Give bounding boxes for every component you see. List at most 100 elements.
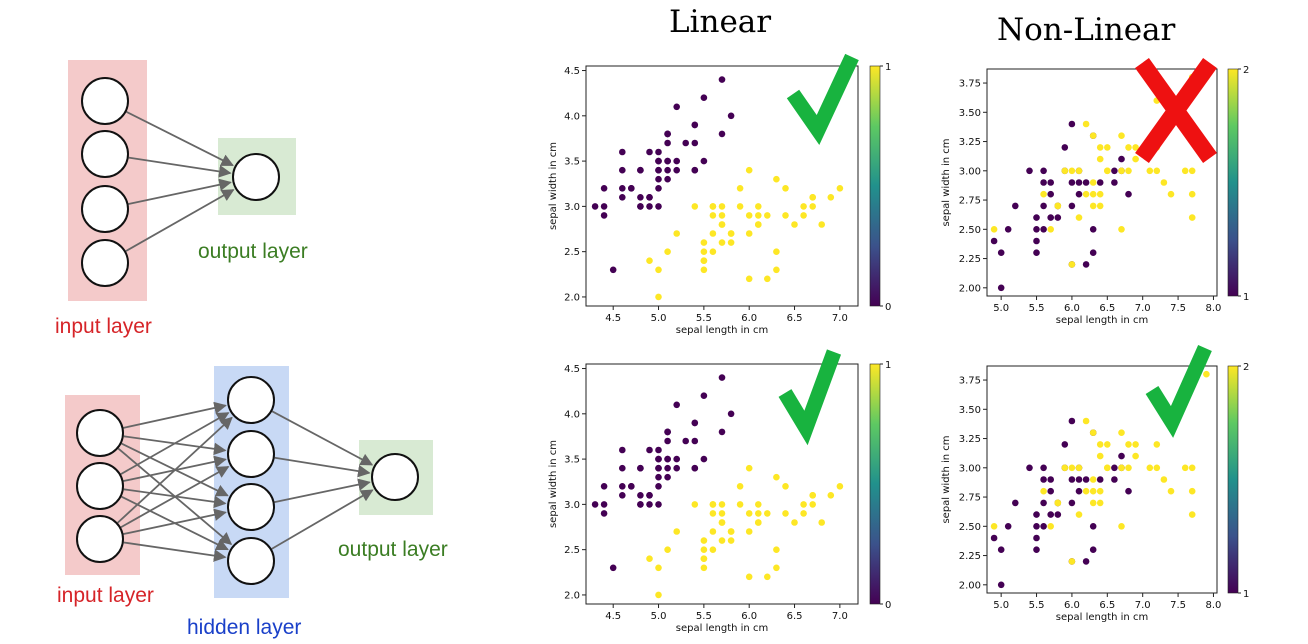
data-point [591, 203, 599, 210]
check-mark-icon [1145, 344, 1212, 438]
data-point [655, 185, 662, 192]
data-point [1132, 452, 1139, 460]
data-point [673, 464, 680, 472]
data-point [745, 230, 753, 237]
data-point [1153, 441, 1161, 448]
y-tick-label: 3.25 [959, 137, 981, 148]
data-point [664, 166, 671, 174]
data-point [1104, 464, 1111, 472]
data-point [1033, 534, 1040, 542]
data-point [800, 212, 807, 219]
y-tick-label: 3.50 [959, 405, 981, 416]
colorbar-max-label: 1 [885, 360, 891, 371]
data-point [800, 510, 807, 517]
data-point [1146, 167, 1154, 175]
data-point [664, 437, 671, 445]
data-point [1047, 511, 1054, 518]
data-point [619, 194, 626, 201]
connection-arrow [117, 416, 233, 524]
data-point [1068, 202, 1076, 210]
y-tick-label: 3.00 [959, 166, 981, 177]
y-tick-label: 2.5 [564, 247, 580, 258]
data-point [1033, 523, 1040, 530]
data-point [646, 257, 653, 265]
data-point [700, 239, 708, 246]
data-point [1188, 487, 1196, 495]
plot-area [585, 65, 859, 307]
data-point [809, 501, 816, 508]
data-point [655, 166, 662, 174]
y-tick-label: 2.50 [959, 225, 981, 236]
x-tick-label: 6.0 [1064, 600, 1080, 611]
data-point [727, 112, 735, 120]
data-point [1089, 429, 1097, 437]
y-tick-label: 4.5 [564, 364, 580, 375]
data-point [745, 166, 753, 174]
x-tick-label: 5.0 [651, 611, 667, 622]
data-point [1040, 190, 1047, 198]
data-point [1132, 144, 1139, 151]
data-point [664, 464, 671, 472]
data-point [655, 473, 662, 481]
neurons [81, 77, 280, 287]
data-point [1082, 487, 1090, 495]
data-point [691, 501, 699, 508]
data-point [1089, 249, 1097, 256]
data-point [1047, 226, 1054, 233]
data-point [755, 501, 762, 508]
network-single-layer: output layer input layer [55, 60, 308, 338]
data-point [809, 194, 816, 201]
data-point [809, 492, 816, 499]
data-point [990, 237, 998, 245]
data-point [1040, 464, 1047, 472]
data-point [818, 519, 825, 526]
data-point [700, 392, 708, 400]
data-point [646, 148, 653, 156]
data-point [664, 157, 671, 165]
data-point [1033, 237, 1040, 245]
data-point [700, 157, 708, 165]
data-point [782, 185, 789, 192]
data-point [1047, 190, 1054, 198]
x-axis-label: sepal length in cm [1056, 612, 1148, 623]
data-point [1033, 226, 1040, 233]
data-point [655, 464, 662, 472]
network-hidden-layer: output layer input layer hidden layer [57, 366, 448, 639]
y-tick-label: 3.75 [959, 376, 981, 387]
data-point [1012, 202, 1019, 210]
neurons [76, 376, 419, 585]
data-point [1153, 464, 1161, 472]
data-point [664, 175, 671, 183]
data-point [1096, 155, 1104, 163]
data-point [655, 148, 662, 156]
data-point [673, 166, 680, 174]
colorbar [869, 363, 881, 605]
data-point [673, 401, 680, 409]
data-point [1075, 214, 1083, 221]
data-point [1075, 511, 1083, 518]
header-linear: Linear [669, 4, 771, 40]
data-point [773, 546, 780, 553]
data-point [709, 501, 717, 508]
data-point [764, 510, 771, 517]
data-point [655, 564, 662, 572]
data-point [990, 226, 998, 233]
x-tick-label: 5.0 [993, 600, 1009, 611]
data-point [655, 266, 662, 274]
data-point [1203, 370, 1210, 378]
data-point [700, 94, 708, 101]
data-point [827, 492, 835, 499]
y-tick-label: 3.0 [564, 202, 580, 213]
data-point [1089, 190, 1097, 198]
data-point [700, 257, 708, 265]
data-point [691, 203, 699, 210]
data-point [736, 501, 744, 508]
y-tick-label: 2.25 [959, 254, 981, 265]
input-neuron [76, 515, 124, 563]
colorbar-min-label: 1 [1243, 589, 1249, 600]
x-tick-label: 5.0 [993, 303, 1009, 314]
x-tick-label: 6.5 [787, 611, 803, 622]
data-point [1089, 523, 1097, 530]
data-point [1089, 132, 1097, 139]
data-point [736, 483, 744, 490]
